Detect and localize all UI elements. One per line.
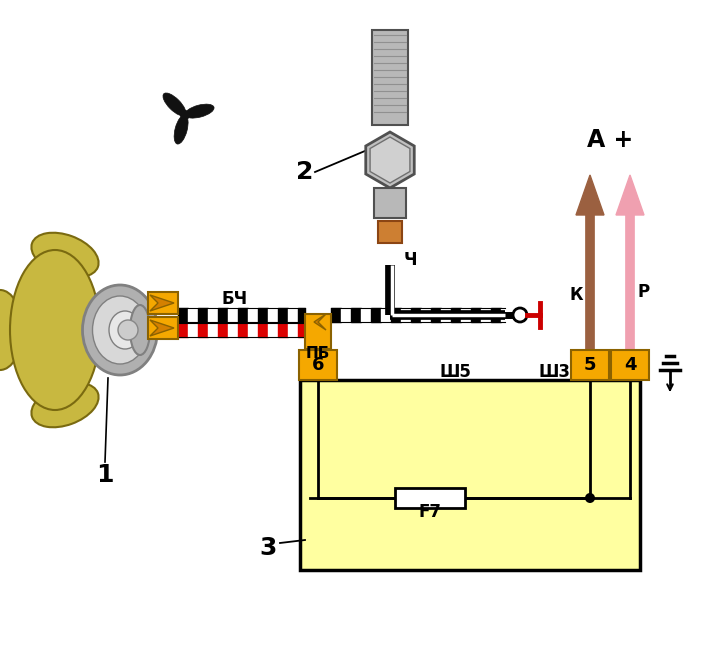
- Text: F7: F7: [418, 503, 442, 521]
- Text: К: К: [569, 286, 583, 304]
- FancyBboxPatch shape: [372, 30, 408, 125]
- Polygon shape: [576, 175, 604, 215]
- Ellipse shape: [174, 115, 188, 144]
- FancyBboxPatch shape: [305, 314, 331, 349]
- Text: Ш5: Ш5: [439, 363, 471, 381]
- Text: 4: 4: [624, 356, 637, 374]
- FancyBboxPatch shape: [395, 488, 465, 508]
- Ellipse shape: [32, 233, 99, 278]
- Text: БЧ: БЧ: [222, 290, 248, 308]
- FancyBboxPatch shape: [148, 317, 178, 339]
- Polygon shape: [616, 175, 644, 215]
- Text: 2: 2: [296, 160, 314, 184]
- Polygon shape: [366, 132, 415, 188]
- Text: A +: A +: [587, 128, 633, 152]
- Polygon shape: [150, 320, 174, 336]
- Ellipse shape: [82, 285, 158, 375]
- Ellipse shape: [185, 104, 214, 118]
- Ellipse shape: [130, 305, 150, 355]
- Text: 5: 5: [584, 356, 596, 374]
- FancyBboxPatch shape: [300, 380, 640, 570]
- Text: ПБ: ПБ: [306, 346, 330, 361]
- Text: 3: 3: [259, 536, 276, 560]
- Ellipse shape: [32, 383, 99, 427]
- Ellipse shape: [92, 296, 147, 364]
- FancyBboxPatch shape: [299, 350, 337, 380]
- Polygon shape: [314, 314, 326, 330]
- Text: Ш3: Ш3: [539, 363, 571, 381]
- Circle shape: [118, 320, 138, 340]
- FancyBboxPatch shape: [571, 350, 609, 380]
- FancyBboxPatch shape: [611, 350, 649, 380]
- Text: Ч: Ч: [403, 251, 417, 269]
- Ellipse shape: [0, 290, 22, 370]
- Text: Р: Р: [638, 283, 650, 301]
- FancyBboxPatch shape: [378, 221, 402, 243]
- Ellipse shape: [10, 250, 100, 410]
- Circle shape: [180, 110, 190, 120]
- Polygon shape: [370, 137, 410, 183]
- FancyBboxPatch shape: [374, 188, 406, 218]
- Ellipse shape: [163, 93, 186, 116]
- FancyBboxPatch shape: [148, 292, 178, 314]
- Polygon shape: [150, 295, 174, 311]
- Ellipse shape: [109, 311, 141, 349]
- Circle shape: [585, 493, 595, 503]
- Text: 1: 1: [96, 463, 114, 487]
- Circle shape: [513, 308, 527, 322]
- Text: 6: 6: [311, 356, 324, 374]
